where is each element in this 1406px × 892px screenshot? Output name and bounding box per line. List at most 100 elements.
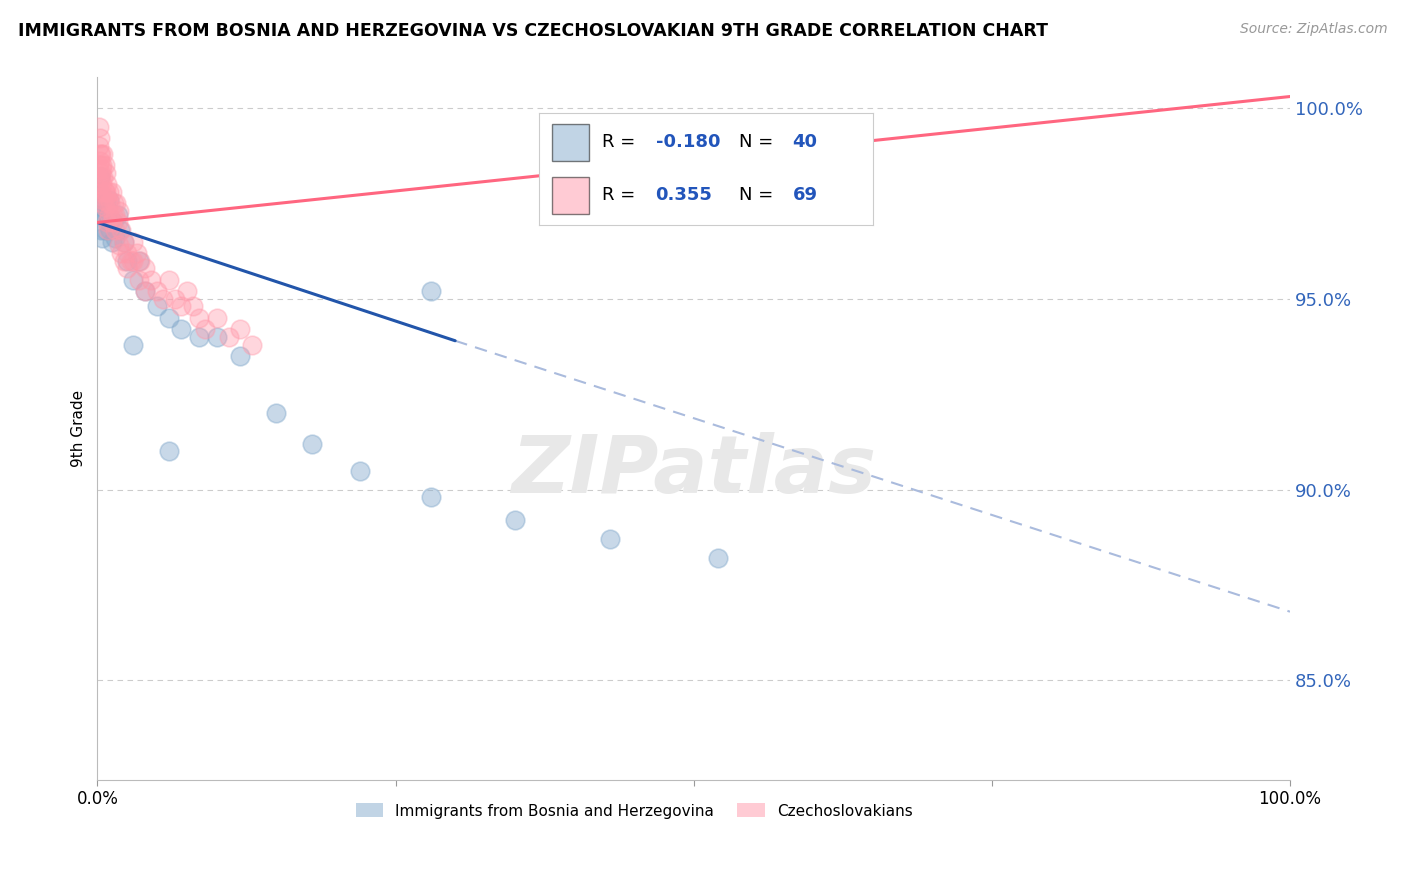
Point bbox=[87, 120, 110, 134]
Point bbox=[100, 215, 122, 229]
Point bbox=[89, 146, 111, 161]
Point bbox=[115, 246, 138, 260]
Point bbox=[134, 261, 156, 276]
Point bbox=[89, 169, 111, 184]
Point bbox=[93, 185, 115, 199]
Point bbox=[110, 223, 132, 237]
Point bbox=[97, 223, 120, 237]
Point bbox=[94, 196, 117, 211]
Point bbox=[91, 146, 114, 161]
Point bbox=[104, 223, 127, 237]
Point bbox=[120, 253, 142, 268]
Point bbox=[89, 154, 111, 169]
Text: IMMIGRANTS FROM BOSNIA AND HERZEGOVINA VS CZECHOSLOVAKIAN 9TH GRADE CORRELATION : IMMIGRANTS FROM BOSNIA AND HERZEGOVINA V… bbox=[18, 22, 1049, 40]
Y-axis label: 9th Grade: 9th Grade bbox=[72, 390, 86, 467]
Point bbox=[194, 322, 217, 336]
Point bbox=[91, 196, 114, 211]
Point bbox=[122, 337, 145, 351]
Point bbox=[91, 161, 114, 176]
Point bbox=[163, 292, 186, 306]
Point bbox=[187, 330, 209, 344]
Point bbox=[96, 208, 118, 222]
Point bbox=[108, 223, 131, 237]
Point bbox=[94, 166, 117, 180]
Point bbox=[97, 215, 120, 229]
Point bbox=[90, 185, 112, 199]
Point bbox=[87, 158, 110, 172]
Point bbox=[301, 437, 323, 451]
Point bbox=[146, 300, 169, 314]
Point bbox=[129, 253, 152, 268]
Point bbox=[205, 310, 228, 325]
Point bbox=[91, 193, 114, 207]
Point bbox=[157, 444, 180, 458]
Point bbox=[122, 253, 145, 268]
Point bbox=[98, 185, 121, 199]
Point bbox=[108, 204, 131, 219]
Point bbox=[229, 349, 252, 363]
Point bbox=[157, 310, 180, 325]
Point bbox=[264, 406, 287, 420]
Point bbox=[87, 139, 110, 153]
Point bbox=[170, 300, 193, 314]
Point bbox=[420, 284, 443, 298]
Point bbox=[122, 235, 145, 249]
Point bbox=[91, 230, 114, 244]
Point bbox=[108, 238, 131, 252]
Point bbox=[157, 273, 180, 287]
Point bbox=[599, 532, 621, 546]
Point bbox=[101, 215, 124, 229]
Point bbox=[139, 273, 162, 287]
Point bbox=[97, 196, 120, 211]
Point bbox=[96, 215, 118, 229]
Point bbox=[125, 246, 148, 260]
Point bbox=[107, 208, 129, 222]
Point bbox=[101, 208, 124, 222]
Point bbox=[96, 178, 118, 192]
Point bbox=[107, 215, 129, 229]
Point bbox=[176, 284, 198, 298]
Point bbox=[103, 196, 125, 211]
Point bbox=[89, 208, 111, 222]
Point bbox=[104, 208, 127, 222]
Point bbox=[91, 169, 114, 184]
Point bbox=[122, 273, 145, 287]
Point bbox=[90, 146, 112, 161]
Point bbox=[112, 253, 135, 268]
Text: Source: ZipAtlas.com: Source: ZipAtlas.com bbox=[1240, 22, 1388, 37]
Point bbox=[112, 235, 135, 249]
Point bbox=[87, 185, 110, 199]
Point bbox=[89, 178, 111, 192]
Point bbox=[134, 284, 156, 298]
Point bbox=[112, 235, 135, 249]
Point bbox=[242, 337, 264, 351]
Point bbox=[93, 200, 115, 214]
Point bbox=[420, 490, 443, 504]
Point bbox=[91, 200, 114, 214]
Point bbox=[146, 284, 169, 298]
Point bbox=[110, 246, 132, 260]
Point bbox=[100, 235, 122, 249]
Point bbox=[100, 185, 122, 199]
Point bbox=[93, 158, 115, 172]
Point bbox=[100, 223, 122, 237]
Point bbox=[104, 230, 127, 244]
Point bbox=[98, 208, 121, 222]
Point bbox=[115, 261, 138, 276]
Point bbox=[170, 322, 193, 336]
Point bbox=[94, 188, 117, 202]
Point bbox=[91, 158, 114, 172]
Point bbox=[115, 253, 138, 268]
Point bbox=[91, 208, 114, 222]
Legend: Immigrants from Bosnia and Herzegovina, Czechoslovakians: Immigrants from Bosnia and Herzegovina, … bbox=[350, 797, 918, 824]
Point bbox=[229, 322, 252, 336]
Point bbox=[93, 223, 115, 237]
Point bbox=[349, 463, 371, 477]
Point bbox=[98, 193, 121, 207]
Point bbox=[100, 196, 122, 211]
Point bbox=[187, 310, 209, 325]
Point bbox=[90, 166, 112, 180]
Point bbox=[205, 330, 228, 344]
Point bbox=[105, 196, 128, 211]
Point bbox=[90, 223, 112, 237]
